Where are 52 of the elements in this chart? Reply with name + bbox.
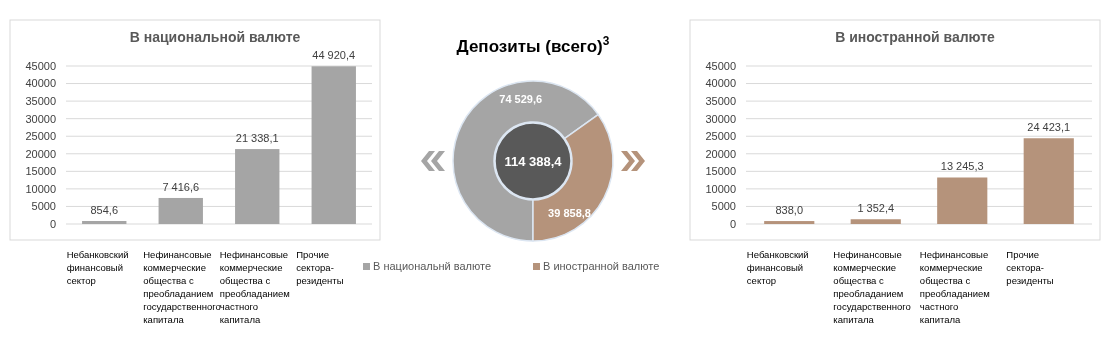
chart-title: Депозиты (всего)$^{3}$: [456, 34, 610, 56]
bar: [158, 197, 203, 224]
y-tick-label: 10000: [705, 182, 736, 195]
data-label: 24 423,1: [1027, 121, 1071, 134]
chart-title: В национальной валюте: [129, 29, 301, 45]
x-tick-label: Небанковский финансовый сектор: [746, 249, 809, 286]
y-tick-label: 5000: [31, 200, 56, 213]
y-tick-label: 30000: [705, 112, 736, 125]
data-label: 838,0: [775, 204, 804, 217]
bar: [764, 221, 815, 224]
bar: [235, 149, 280, 224]
data-label: 13 245,3: [940, 160, 984, 173]
data-label: 854,6: [90, 204, 119, 216]
y-tick-label: 25000: [705, 130, 736, 143]
bar: [1023, 138, 1074, 224]
legend-label: В иностранной валюте: [543, 260, 660, 272]
y-tick-label: 40000: [705, 77, 736, 90]
x-tick-label: Нефинансовые коммерческие общества с преобладанием государственного капитала: [143, 249, 221, 325]
data-label: 21 338,1: [235, 132, 279, 145]
x-tick-label: Прочие сектора-резиденты: [296, 249, 344, 286]
y-tick-label: 15000: [25, 165, 56, 178]
data-label: 1 352,4: [857, 202, 895, 215]
bar: [82, 221, 127, 224]
x-tick-label: Нефинансовые коммерческие общества с преобладанием частного капитала: [219, 249, 290, 325]
y-tick-label: 45000: [25, 59, 56, 72]
legend-label: В национальнй валюте: [373, 260, 492, 272]
y-tick-label: 0: [49, 217, 56, 230]
y-tick-label: 5000: [711, 200, 736, 213]
text: 114 388,4: [504, 153, 563, 169]
y-tick-label: 45000: [705, 59, 736, 72]
y-tick-label: 10000: [25, 182, 56, 195]
y-tick-label: 40000: [25, 77, 56, 90]
y-tick-label: 35000: [25, 94, 56, 107]
y-tick-label: 15000: [705, 165, 736, 178]
data-label: 74 529,6: [499, 92, 543, 105]
x-tick-label: Нефинансовые коммерческие общества с преобладанием частного капитала: [919, 249, 990, 325]
x-tick-label: Прочие сектора-резиденты: [1006, 249, 1054, 286]
x-tick-label: Небанковский финансовый сектор: [66, 249, 129, 286]
data-label: 39 858,8: [548, 206, 591, 219]
y-tick-label: 0: [729, 217, 736, 230]
y-tick-label: 20000: [25, 147, 56, 160]
y-tick-label: 20000: [705, 147, 736, 160]
data-label: 44 920,4: [312, 49, 356, 62]
data-label: 7 416,6: [162, 180, 200, 193]
chart-title: В иностранной валюте: [835, 29, 996, 45]
y-tick-label: 25000: [25, 130, 56, 143]
bar: [850, 219, 901, 224]
bar: [311, 66, 356, 224]
bar: [937, 177, 988, 224]
y-tick-label: 30000: [25, 112, 56, 125]
y-tick-label: 35000: [705, 94, 736, 107]
x-tick-label: Нефинансовые коммерческие общества с преобладанием государственного капитала: [833, 249, 911, 325]
